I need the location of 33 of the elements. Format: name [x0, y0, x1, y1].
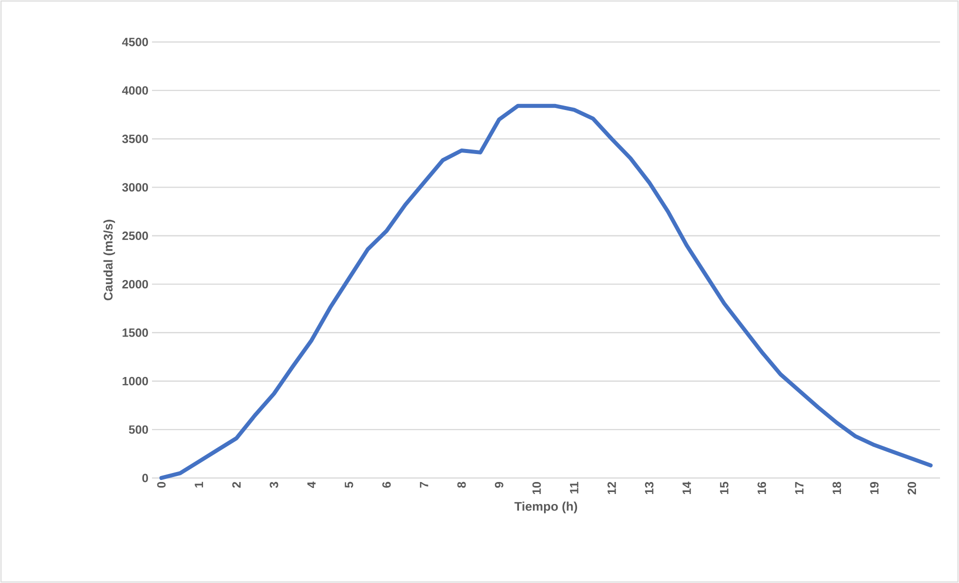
x-tick-label: 6 — [382, 482, 391, 488]
y-tick-label: 500 — [128, 425, 148, 434]
y-tick-label: 3000 — [122, 183, 148, 192]
x-tick-label: 17 — [795, 482, 804, 494]
x-tick-label: 4 — [307, 482, 316, 488]
x-tick-label: 19 — [870, 482, 879, 494]
x-tick-label: 8 — [457, 482, 466, 488]
x-axis-title: Tiempo (h) — [514, 502, 578, 514]
x-tick-label: 13 — [644, 482, 654, 494]
x-tick-label: 2 — [232, 482, 241, 488]
y-tick-label: 1000 — [122, 376, 148, 386]
x-tick-label: 12 — [608, 482, 616, 494]
y-tick-label: 4000 — [122, 86, 148, 95]
x-tick-label: 11 — [570, 482, 578, 494]
x-tick-label: 9 — [494, 482, 504, 488]
x-tick-label: 14 — [682, 482, 691, 494]
x-tick-label: 1 — [194, 482, 204, 488]
y-axis-title: Caudal (m3/s) — [103, 220, 116, 300]
x-tick-label: 7 — [420, 482, 428, 488]
y-tick-label: 1500 — [122, 328, 148, 337]
x-tick-label: 0 — [157, 482, 166, 488]
y-tick-label: 3500 — [122, 134, 148, 144]
x-tick-label: 15 — [720, 482, 728, 494]
x-tick-label: 10 — [532, 482, 541, 494]
x-tick-label: 16 — [758, 482, 766, 494]
x-tick-label: 18 — [832, 482, 842, 494]
y-tick-label: 2000 — [122, 280, 148, 288]
x-tick-label: 5 — [344, 482, 354, 488]
y-tick-label: 0 — [142, 474, 148, 482]
y-tick-label: 4500 — [122, 38, 148, 46]
x-tick-label: 3 — [270, 482, 278, 488]
y-tick-label: 2500 — [122, 232, 148, 240]
x-tick-label: 20 — [908, 482, 916, 494]
